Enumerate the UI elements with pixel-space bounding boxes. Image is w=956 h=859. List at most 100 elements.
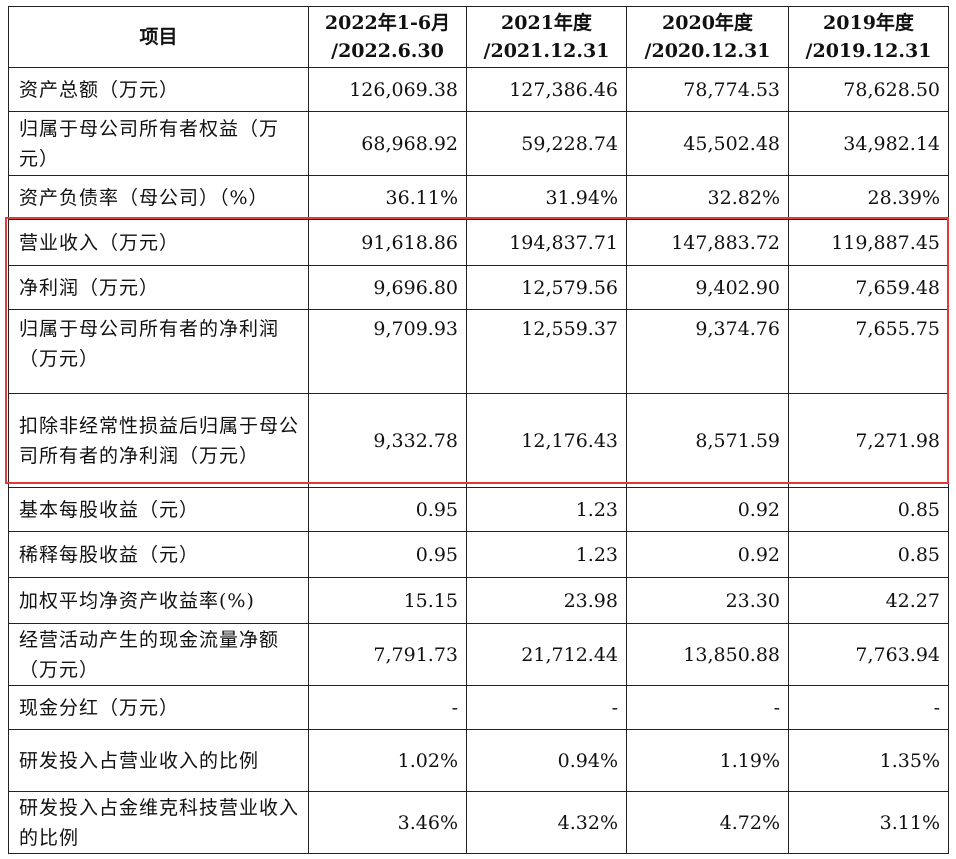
row-value: 7,763.94	[788, 623, 949, 686]
row-value: 12,176.43	[466, 393, 627, 488]
header-col-line1: 2022年1-6月	[324, 12, 451, 34]
row-value: 1.35%	[788, 729, 949, 792]
table-row: 归属于母公司所有者权益（万元） 68,968.92 59,228.74 45,5…	[8, 111, 949, 176]
table-header: 项目 2022年1-6月/2022.6.30 2021年度/2021.12.31…	[8, 6, 949, 68]
row-value: 7,659.48	[788, 265, 949, 310]
row-value: -	[788, 685, 949, 730]
table-row: 现金分红（万元） - - - -	[8, 685, 949, 730]
row-value: 0.92	[626, 531, 789, 578]
row-value: 4.72%	[626, 791, 789, 854]
header-col-2022h1: 2022年1-6月/2022.6.30	[308, 6, 467, 68]
table-row: 资产负债率（母公司）（%） 36.11% 31.94% 32.82% 28.39…	[8, 175, 949, 220]
header-col-line2: /2019.12.31	[805, 40, 932, 62]
row-value: -	[626, 685, 789, 730]
row-value: 7,655.75	[788, 309, 949, 394]
table-row: 研发投入占金维克科技营业收入的比例 3.46% 4.32% 4.72% 3.11…	[8, 791, 949, 854]
header-item-label: 项目	[139, 26, 178, 48]
row-value: 147,883.72	[626, 219, 789, 266]
row-value: 9,374.76	[626, 309, 789, 394]
table-row: 净利润（万元） 9,696.80 12,579.56 9,402.90 7,65…	[8, 265, 949, 310]
header-col-line2: /2022.6.30	[331, 40, 444, 62]
row-value: 8,571.59	[626, 393, 789, 488]
row-label: 研发投入占营业收入的比例	[8, 729, 309, 792]
row-label: 稀释每股收益（元）	[8, 531, 309, 578]
header-col-line2: /2021.12.31	[483, 40, 610, 62]
row-value: -	[308, 685, 467, 730]
row-value: 21,712.44	[466, 623, 627, 686]
header-item: 项目	[8, 6, 309, 68]
row-label: 研发投入占金维克科技营业收入的比例	[8, 791, 309, 854]
row-value: 12,559.37	[466, 309, 627, 394]
header-col-line1: 2020年度	[662, 12, 753, 34]
financial-data-table: 项目 2022年1-6月/2022.6.30 2021年度/2021.12.31…	[8, 6, 949, 854]
table-row: 经营活动产生的现金流量净额（万元） 7,791.73 21,712.44 13,…	[8, 623, 949, 686]
row-value: 78,774.53	[626, 67, 789, 112]
row-value: 1.23	[466, 487, 627, 532]
row-value: 0.85	[788, 487, 949, 532]
header-col-2019: 2019年度/2019.12.31	[788, 6, 949, 68]
table-row: 营业收入（万元） 91,618.86 194,837.71 147,883.72…	[8, 219, 949, 266]
row-value: 9,696.80	[308, 265, 467, 310]
row-value: -	[466, 685, 627, 730]
row-value: 9,332.78	[308, 393, 467, 488]
row-value: 9,709.93	[308, 309, 467, 394]
row-value: 91,618.86	[308, 219, 467, 266]
row-value: 34,982.14	[788, 111, 949, 176]
row-label: 归属于母公司所有者的净利润（万元）	[8, 309, 309, 394]
row-value: 12,579.56	[466, 265, 627, 310]
header-col-line1: 2019年度	[823, 12, 914, 34]
row-value: 4.32%	[466, 791, 627, 854]
header-row: 项目 2022年1-6月/2022.6.30 2021年度/2021.12.31…	[8, 6, 949, 68]
row-value: 31.94%	[466, 175, 627, 220]
row-value: 78,628.50	[788, 67, 949, 112]
row-value: 7,271.98	[788, 393, 949, 488]
row-value: 1.23	[466, 531, 627, 578]
row-value: 32.82%	[626, 175, 789, 220]
row-value: 68,968.92	[308, 111, 467, 176]
row-label: 资产总额（万元）	[8, 67, 309, 112]
row-value: 13,850.88	[626, 623, 789, 686]
row-value: 126,069.38	[308, 67, 467, 112]
row-value: 45,502.48	[626, 111, 789, 176]
row-value: 9,402.90	[626, 265, 789, 310]
row-value: 36.11%	[308, 175, 467, 220]
row-value: 1.02%	[308, 729, 467, 792]
row-label: 净利润（万元）	[8, 265, 309, 310]
row-label: 经营活动产生的现金流量净额（万元）	[8, 623, 309, 686]
header-col-line2: /2020.12.31	[644, 40, 771, 62]
row-value: 3.46%	[308, 791, 467, 854]
table-row: 资产总额（万元） 126,069.38 127,386.46 78,774.53…	[8, 67, 949, 112]
row-value: 0.95	[308, 487, 467, 532]
row-value: 3.11%	[788, 791, 949, 854]
row-label: 现金分红（万元）	[8, 685, 309, 730]
row-value: 1.19%	[626, 729, 789, 792]
row-value: 127,386.46	[466, 67, 627, 112]
row-label: 归属于母公司所有者权益（万元）	[8, 111, 309, 176]
row-label: 营业收入（万元）	[8, 219, 309, 266]
row-value: 23.98	[466, 577, 627, 624]
header-col-line1: 2021年度	[501, 12, 592, 34]
table-row: 基本每股收益（元） 0.95 1.23 0.92 0.85	[8, 487, 949, 532]
row-value: 0.94%	[466, 729, 627, 792]
row-value: 7,791.73	[308, 623, 467, 686]
row-value: 0.92	[626, 487, 789, 532]
row-value: 28.39%	[788, 175, 949, 220]
row-label: 加权平均净资产收益率(%)	[8, 577, 309, 624]
row-value: 0.85	[788, 531, 949, 578]
row-value: 15.15	[308, 577, 467, 624]
row-value: 59,228.74	[466, 111, 627, 176]
row-label: 扣除非经常性损益后归属于母公司所有者的净利润（万元）	[8, 393, 309, 488]
table-row: 加权平均净资产收益率(%) 15.15 23.98 23.30 42.27	[8, 577, 949, 624]
table-row: 扣除非经常性损益后归属于母公司所有者的净利润（万元） 9,332.78 12,1…	[8, 393, 949, 488]
row-label: 基本每股收益（元）	[8, 487, 309, 532]
row-value: 23.30	[626, 577, 789, 624]
row-value: 119,887.45	[788, 219, 949, 266]
table-row: 稀释每股收益（元） 0.95 1.23 0.92 0.85	[8, 531, 949, 578]
header-col-2020: 2020年度/2020.12.31	[626, 6, 789, 68]
row-value: 0.95	[308, 531, 467, 578]
table-body: 资产总额（万元） 126,069.38 127,386.46 78,774.53…	[8, 67, 949, 854]
table-row: 归属于母公司所有者的净利润（万元） 9,709.93 12,559.37 9,3…	[8, 309, 949, 394]
row-label: 资产负债率（母公司）（%）	[8, 175, 309, 220]
table-row: 研发投入占营业收入的比例 1.02% 0.94% 1.19% 1.35%	[8, 729, 949, 792]
row-value: 42.27	[788, 577, 949, 624]
